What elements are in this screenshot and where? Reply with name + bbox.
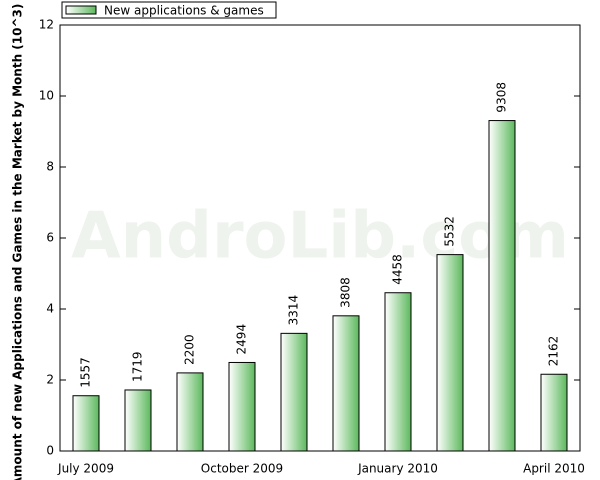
bar [228, 361, 256, 452]
value-label: 3314 [287, 295, 301, 326]
bar [436, 254, 464, 452]
bar [332, 315, 360, 452]
value-label: 4458 [391, 254, 405, 285]
value-label: 3808 [339, 277, 353, 308]
value-label: 5532 [443, 216, 457, 247]
bar [488, 120, 516, 452]
bar [280, 332, 308, 452]
y-tick-label: 10 [39, 89, 54, 103]
legend-swatch [65, 5, 97, 15]
y-tick-label: 6 [46, 231, 54, 245]
value-label: 1719 [131, 351, 145, 382]
y-axis-label: Amount of new Applications and Games in … [11, 4, 25, 480]
x-tick-label: April 2010 [523, 462, 585, 476]
y-tick-label: 4 [46, 302, 54, 316]
bar [124, 389, 152, 452]
bar [176, 372, 204, 452]
y-tick-label: 8 [46, 160, 54, 174]
legend-box [61, 1, 277, 19]
y-tick-label: 0 [46, 444, 54, 458]
y-tick-label: 2 [46, 373, 54, 387]
value-label: 2162 [547, 336, 561, 367]
value-label: 9308 [495, 82, 509, 113]
x-tick-label: October 2009 [201, 462, 283, 476]
value-label: 2200 [183, 334, 197, 365]
y-tick-label: 12 [39, 18, 54, 32]
x-tick-label: January 2010 [357, 462, 438, 476]
bar [540, 373, 568, 452]
value-label: 1557 [79, 357, 93, 388]
bar [384, 292, 412, 452]
x-tick-label: July 2009 [57, 462, 114, 476]
value-label: 2494 [235, 324, 249, 355]
legend-label: New applications & games [104, 4, 264, 18]
bar [72, 395, 100, 452]
watermark: AndroLib.com [71, 200, 569, 274]
